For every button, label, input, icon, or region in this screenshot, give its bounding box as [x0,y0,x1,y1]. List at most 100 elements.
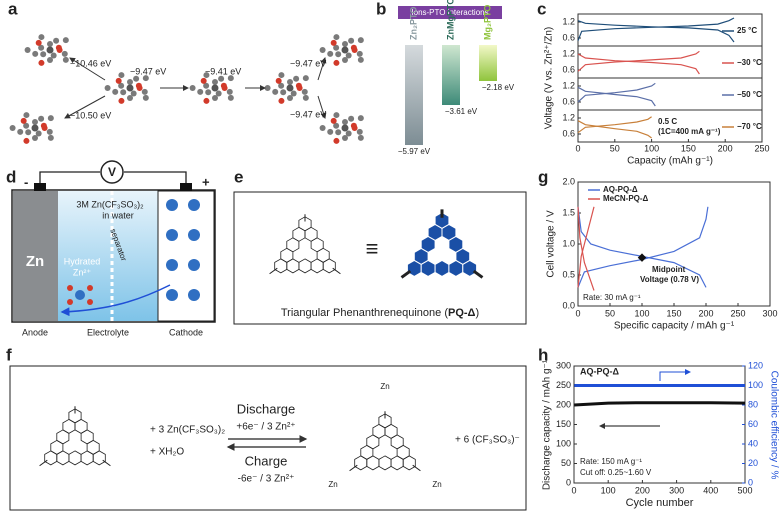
atom [211,84,219,92]
legend-label: −70 °C [737,122,762,131]
atom [32,50,39,57]
y-tick-label: 100 [556,438,571,448]
caption-part: Triangular Phenanthrenequinone ( [281,307,448,319]
atom [357,37,364,44]
cathode [157,190,215,322]
panel-label: c [537,0,546,18]
cathode-molecule [166,259,178,271]
energy-label: −9.47 eV [290,109,326,119]
caption: Triangular Phenanthrenequinone (PQ-Δ) [281,307,479,319]
atom [38,34,45,41]
atom [264,85,271,91]
y-tick-label: 0.5 [562,269,575,279]
x-axis-label: Capacity (mAh g⁻¹) [627,156,713,167]
data-line [577,206,595,291]
energy-label: −10.50 eV [70,110,111,120]
carbonyl [349,464,358,472]
data-line [577,82,656,103]
y2-tick-label: 0 [748,477,753,487]
atom [47,41,53,47]
y-tick-label: 250 [556,380,571,390]
y2-tick-label: 40 [748,438,758,448]
ring [298,258,312,274]
species-label: ZnMgPTO [445,0,455,40]
title-box [398,6,502,19]
cathode-molecule [166,289,178,301]
atom [38,59,45,66]
atom [35,130,42,137]
atom [127,79,133,85]
data-line [577,50,700,72]
atom [23,112,30,119]
atom [40,122,47,129]
zone-label: Anode [22,327,48,337]
cell-frame [11,189,216,323]
carbonyl [412,464,421,472]
atom [38,44,45,51]
y-tick-label: 0.6 [562,96,575,106]
energy-bar [442,45,460,105]
atom [342,57,348,63]
atom [335,51,342,58]
ring [68,450,82,466]
energy-label: −5.97 eV [398,147,431,156]
atom [333,137,340,144]
zone-label: Electrolyte [87,327,129,337]
atom [47,115,54,122]
atom [335,129,342,136]
data-line [574,401,746,407]
atom [112,88,119,95]
y-tick-label: 2.0 [562,176,575,186]
ring [354,455,368,471]
atom [189,85,196,91]
cathode-molecule [166,229,178,241]
anode-label: Zn [26,253,44,270]
atom [50,52,57,59]
energy-label: −9.47 eV [290,58,326,68]
atom [342,135,348,141]
ring [420,259,436,277]
arrow [659,369,691,381]
atom [218,75,225,82]
equiv: ≡ [366,236,379,261]
atom [345,52,352,59]
voltmeter-label: V [108,165,116,179]
atom [40,51,47,58]
ring [378,455,392,471]
atom [32,119,38,125]
atom [327,128,334,135]
atom [348,115,355,122]
y-tick-label: 0.0 [562,300,575,310]
atom [319,125,326,131]
atom [350,122,357,129]
atom [53,37,60,44]
panel-box [9,365,527,511]
voltmeter [100,160,124,184]
atom [133,75,140,82]
atom [333,122,340,129]
arrow [317,95,327,119]
x-tick-label: 250 [730,308,745,318]
ring [56,450,70,466]
atom [286,84,294,92]
electrolyte-label: 3M Zn(CF₃SO₃)₂ [76,199,144,209]
arrow-label: -6e⁻ / 3 Zn²⁺ [238,474,295,485]
cathode-molecule [188,289,200,301]
species-label: Mg₂PTO [482,5,492,40]
energy-label: −10.46 eV [70,58,111,68]
atom [46,128,53,135]
ion-path [60,284,171,317]
x-tick-label: 100 [601,485,616,495]
atom [142,75,149,82]
atom [301,88,308,95]
x-tick-label: 500 [737,485,752,495]
atom [319,47,326,53]
reactant: + XH₂O [150,447,184,458]
y-axis-label: Cell voltage / V [546,210,557,278]
x-tick-label: 150 [666,308,681,318]
ring [274,258,288,274]
ring [322,258,336,274]
energy-label: −2.18 eV [482,83,515,92]
x-tick-label: 200 [635,485,650,495]
atom [115,77,122,84]
